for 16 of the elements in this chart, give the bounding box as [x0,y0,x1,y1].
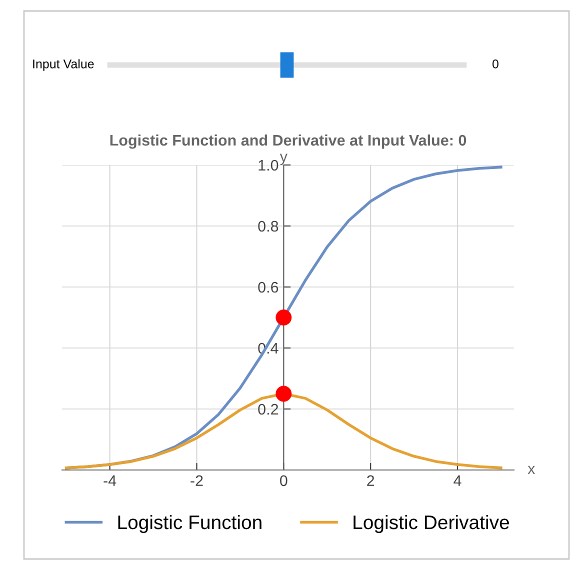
legend-label: Logistic Derivative [354,514,509,534]
y-tick-label: 1.0 [258,160,278,171]
legend-label: Logistic Function [118,514,262,534]
y-tick-label: 0.2 [258,404,278,415]
y-tick-label: 0.8 [258,220,278,232]
y-tick-label: 0.6 [258,282,278,293]
x-tick-label: 4 [454,475,462,486]
x-tick-label: 2 [367,475,374,486]
x-tick-label: -2 [190,475,203,486]
y-axis-title: y [280,154,288,165]
chart-title: Logistic Function and Derivative at Input Value: 0 [110,134,466,149]
x-tick-label: -4 [104,475,116,486]
text: 0 [492,60,498,68]
x-tick-label: 0 [280,475,288,486]
x-axis-title: x [528,466,536,474]
text: Input Value [33,59,94,71]
